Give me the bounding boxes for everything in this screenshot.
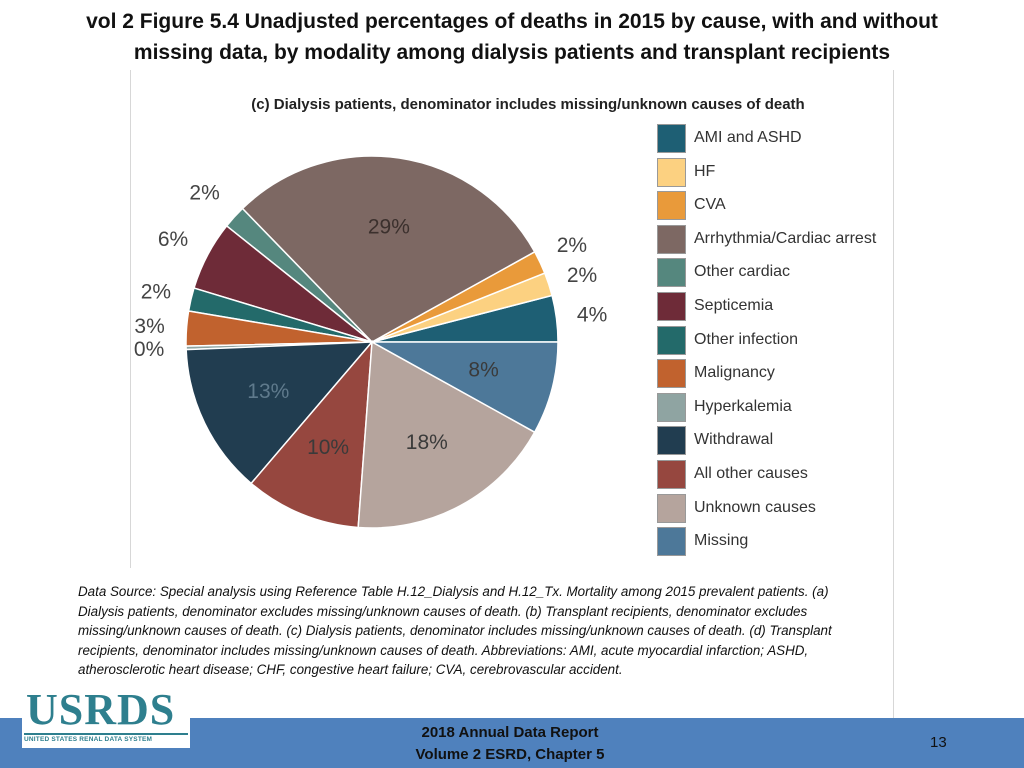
legend-item: Arrhythmia/Cardiac arrest bbox=[657, 224, 917, 255]
source-note-line: missing/unknown causes of death. (c) Dia… bbox=[78, 623, 832, 638]
pie-data-label: 3% bbox=[134, 315, 164, 338]
legend-item: AMI and ASHD bbox=[657, 124, 917, 154]
footer-report-title: 2018 Annual Data Report Volume 2 ESRD, C… bbox=[360, 722, 660, 766]
legend-item: Septicemia bbox=[657, 292, 917, 322]
source-note: Data Source: Special analysis using Refe… bbox=[78, 582, 978, 680]
pie-data-label: 2% bbox=[141, 281, 171, 304]
legend-label: Other infection bbox=[694, 330, 799, 348]
legend-item: Other infection bbox=[657, 325, 917, 356]
logo-wordmark: USRDS bbox=[26, 685, 176, 734]
pie-chart: 4%2%2%29%2%6%2%3%0%13%10% 18%8% bbox=[134, 155, 607, 529]
pie-data-label: 4% bbox=[577, 304, 607, 327]
chart-title: (c) Dialysis patients, denominator inclu… bbox=[251, 96, 805, 113]
pie-data-label: 18% bbox=[406, 431, 448, 454]
pie-data-label: 10% bbox=[307, 436, 349, 459]
legend-item: Withdrawal bbox=[657, 426, 917, 456]
legend-swatch bbox=[657, 392, 686, 422]
legend-swatch bbox=[657, 258, 686, 288]
pie-data-label: 2% bbox=[189, 182, 219, 205]
pie-data-label: 2% bbox=[557, 234, 587, 257]
legend-item: Missing bbox=[657, 527, 917, 557]
legend-swatch bbox=[657, 460, 686, 489]
legend-label: Other cardiac bbox=[694, 263, 791, 281]
legend-label: Missing bbox=[694, 532, 749, 550]
logo-subtitle: UNITED STATES RENAL DATA SYSTEM bbox=[24, 736, 153, 743]
slide-title: vol 2 Figure 5.4 Unadjusted percentages … bbox=[0, 6, 1024, 68]
legend-swatch bbox=[657, 493, 686, 523]
pie-slice-all-other-causes bbox=[250, 339, 373, 529]
slide-title-line-1: vol 2 Figure 5.4 Unadjusted percentages … bbox=[86, 10, 938, 33]
legend-item: Other cardiac bbox=[657, 258, 917, 288]
legend-label: All other causes bbox=[694, 465, 808, 482]
page-number: 13 bbox=[930, 734, 947, 751]
legend-item: CVA bbox=[657, 191, 917, 221]
legend-swatch bbox=[657, 157, 686, 187]
legend-item: Hyperkalemia bbox=[657, 392, 917, 423]
pie-data-label: 0% bbox=[134, 338, 164, 361]
pie-slice-withdrawal bbox=[185, 341, 374, 485]
source-note-line: recipients, denominator includes missing… bbox=[78, 642, 809, 658]
slide-title-line-2: missing data, by modality among dialysis… bbox=[133, 41, 891, 64]
source-note-line: Dialysis patients, denominator excludes … bbox=[78, 603, 808, 619]
legend-item: Malignancy bbox=[657, 359, 917, 389]
legend-item: HF bbox=[657, 157, 917, 188]
legend-label: CVA bbox=[694, 196, 726, 214]
legend-label: Malignancy bbox=[694, 364, 775, 382]
pie-data-label: 13% bbox=[247, 380, 289, 403]
legend-swatch bbox=[657, 359, 686, 389]
frame-divider-right bbox=[893, 70, 894, 725]
source-note-line: atherosclerotic heart disease; CHF, cong… bbox=[78, 662, 623, 677]
footer-line-1: 2018 Annual Data Report bbox=[421, 724, 599, 741]
legend-swatch bbox=[657, 191, 686, 221]
usrds-logo: USRDS UNITED STATES RENAL DATA SYSTEM bbox=[22, 688, 190, 748]
pie-data-label: 6% bbox=[158, 228, 188, 251]
legend-swatch bbox=[657, 426, 686, 456]
footer-line-2: Volume 2 ESRD, Chapter 5 bbox=[415, 746, 605, 763]
pie-slice-unknown-causes bbox=[357, 340, 536, 529]
legend-swatch bbox=[657, 325, 686, 355]
logo-rule bbox=[24, 733, 188, 735]
pie-data-label: 2% bbox=[567, 264, 597, 287]
pie-data-label: 29% bbox=[368, 215, 410, 238]
legend-swatch bbox=[657, 124, 686, 153]
legend-label: Septicemia bbox=[694, 297, 774, 314]
pie-slice-missing bbox=[369, 341, 559, 434]
legend-swatch bbox=[657, 292, 686, 321]
pie-data-label: 8% bbox=[468, 358, 498, 381]
pie-slice-arrhythmia-cardiac-arrest bbox=[241, 155, 536, 343]
legend-label: AMI and ASHD bbox=[694, 129, 802, 146]
legend-label: HF bbox=[694, 162, 716, 180]
legend-swatch bbox=[657, 224, 686, 254]
legend-label: Arrhythmia/Cardiac arrest bbox=[694, 229, 877, 247]
legend-swatch bbox=[657, 527, 686, 557]
legend-item: All other causes bbox=[657, 460, 917, 490]
legend-label: Withdrawal bbox=[694, 431, 774, 449]
source-note-line: Data Source: Special analysis using Refe… bbox=[78, 584, 829, 599]
legend-label: Hyperkalemia bbox=[694, 397, 792, 415]
legend-label: Unknown causes bbox=[694, 498, 816, 516]
legend-item: Unknown causes bbox=[657, 493, 917, 524]
frame-divider-left bbox=[130, 70, 131, 568]
